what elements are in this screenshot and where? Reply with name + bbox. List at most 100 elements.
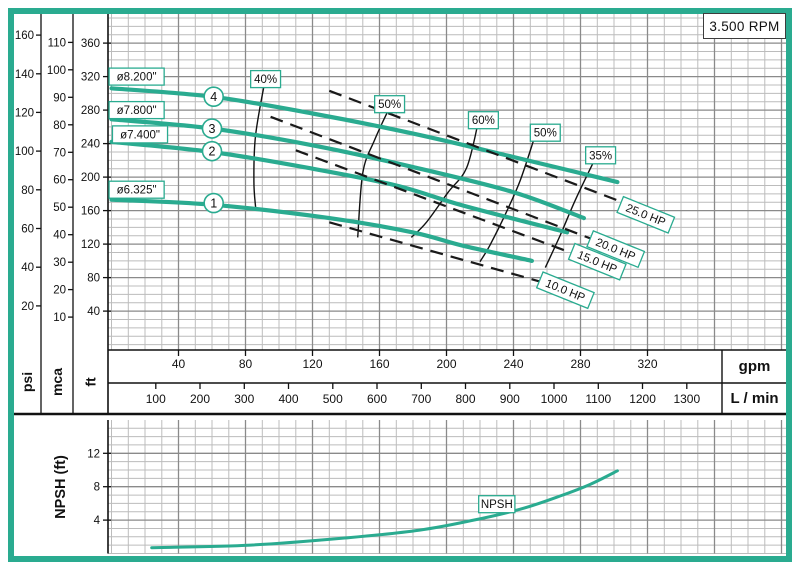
psi-tick-label: 80 xyxy=(21,185,34,197)
mca-tick-label: 80 xyxy=(53,120,66,132)
psi-tick-label: 120 xyxy=(15,107,34,119)
pump-curve-4 xyxy=(109,86,620,185)
impeller-label-4-text: ø8.200" xyxy=(117,72,157,84)
mca-tick-label: 10 xyxy=(53,312,66,324)
mca-tick-label: 100 xyxy=(47,65,66,77)
impeller-label-1: ø6.325" xyxy=(108,180,165,199)
curve-badge-number-2: 2 xyxy=(209,145,216,159)
power-label-150HP-box xyxy=(567,242,627,281)
impeller-label-2-text: ø7.400" xyxy=(120,129,160,141)
lmin-tick-label: 700 xyxy=(411,392,431,406)
efficiency-label-40pct-0-box xyxy=(250,69,282,89)
efficiency-label-35pct-4-box xyxy=(584,146,617,165)
efficiency-label-40pct-0: 40% xyxy=(250,69,282,89)
ft-tick-label: 160 xyxy=(81,206,100,218)
power-line-150HP xyxy=(295,149,591,262)
lmin-tick-label: 300 xyxy=(234,392,254,406)
curve-badge-number-3: 3 xyxy=(209,122,216,136)
psi-unit-label: psi xyxy=(19,371,36,393)
gpm-tick-label: 160 xyxy=(369,357,389,371)
npsh-curve-label-text: NPSH xyxy=(481,499,513,511)
pump-curve-2 xyxy=(109,139,570,235)
lmin-tick-label: 1200 xyxy=(629,392,656,406)
power-label-200HP-box xyxy=(586,230,646,269)
mca-tick-label: 90 xyxy=(53,92,66,104)
mca-tick-label: 50 xyxy=(53,202,66,214)
efficiency-curve-40pct-0 xyxy=(253,77,267,208)
npsh-tick-label: 12 xyxy=(87,448,100,460)
ft-tick-label: 200 xyxy=(81,172,100,184)
curve-badge-3 xyxy=(201,118,223,139)
npsh-tick-label: 4 xyxy=(94,515,101,527)
gpm-tick-label: 320 xyxy=(637,357,657,371)
efficiency-label-50pct-1: 50% xyxy=(374,95,406,114)
efficiency-label-50pct-3-text: 50% xyxy=(534,128,557,140)
lmin-tick-label: 100 xyxy=(146,392,166,406)
impeller-label-1-text: ø6.325" xyxy=(117,185,157,197)
curve-badge-4 xyxy=(203,86,224,107)
gpm-unit-label: gpm xyxy=(738,358,771,375)
npsh-axis-title: NPSH (ft) xyxy=(14,424,108,550)
gpm-tick-label: 280 xyxy=(570,357,590,371)
lmin-tick-label: 800 xyxy=(456,392,476,406)
lmin-tick-label: 1100 xyxy=(585,392,611,406)
mca-tick-label: 40 xyxy=(53,230,66,242)
efficiency-label-50pct-1-text: 50% xyxy=(378,99,401,111)
efficiency-label-60pct-2: 60% xyxy=(467,111,499,130)
efficiency-label-35pct-4-text: 35% xyxy=(589,150,612,162)
ft-unit-label: ft xyxy=(82,377,99,387)
mca-tick-label: 70 xyxy=(53,147,66,159)
y-axis-unit-psi: psi xyxy=(14,350,41,414)
efficiency-label-40pct-0-text: 40% xyxy=(254,74,277,86)
power-line-200HP xyxy=(270,115,608,246)
ft-tick-label: 80 xyxy=(87,273,100,285)
efficiency-curve-60pct-2 xyxy=(410,121,479,238)
pump-curve-1 xyxy=(109,197,534,263)
npsh-ylabel: NPSH (ft) xyxy=(52,455,69,519)
npsh-curve xyxy=(150,469,619,550)
gpm-tick-label: 200 xyxy=(436,357,456,371)
curve-badge-1 xyxy=(203,192,224,214)
ft-tick-label: 320 xyxy=(81,72,100,84)
ft-tick-label: 40 xyxy=(87,306,100,318)
ft-tick-label: 120 xyxy=(81,239,100,251)
y-axis-unit-ft: ft xyxy=(73,350,108,414)
psi-tick-label: 20 xyxy=(21,301,34,313)
ft-tick-label: 280 xyxy=(81,105,100,117)
psi-tick-label: 60 xyxy=(21,224,34,236)
curve-badge-2 xyxy=(201,140,223,162)
gpm-tick-label: 240 xyxy=(503,357,523,371)
impeller-label-3-text: ø7.800" xyxy=(117,105,157,117)
x-axis-unit-gpm: gpm xyxy=(723,351,786,382)
lmin-tick-label: 600 xyxy=(367,392,387,406)
psi-tick-label: 40 xyxy=(21,262,34,274)
gpm-tick-label: 80 xyxy=(239,357,253,371)
lmin-tick-label: 400 xyxy=(278,392,298,406)
power-line-100HP xyxy=(329,221,559,288)
rpm-label-box: 3.500 RPM xyxy=(703,13,786,39)
impeller-label-2: ø7.400" xyxy=(111,125,169,144)
efficiency-label-50pct-3-box xyxy=(529,123,561,142)
power-label-100HP-box xyxy=(535,271,595,310)
lmin-tick-label: 1000 xyxy=(541,392,568,406)
gpm-tick-label: 40 xyxy=(172,357,186,371)
power-label-250HP-box xyxy=(616,195,676,234)
mca-tick-label: 60 xyxy=(53,175,66,187)
rpm-label: 3.500 RPM xyxy=(709,18,780,34)
pump-curve-3 xyxy=(109,117,586,221)
ft-tick-label: 240 xyxy=(81,139,100,151)
impeller-label-4-box xyxy=(108,67,165,86)
lmin-unit-label: L / min xyxy=(730,390,779,407)
impeller-label-2-box xyxy=(111,125,169,144)
lmin-tick-label: 900 xyxy=(500,392,520,406)
lmin-tick-label: 500 xyxy=(323,392,343,406)
gpm-tick-label: 120 xyxy=(302,357,322,371)
curve-badge-number-1: 1 xyxy=(210,197,217,211)
mca-unit-label: mca xyxy=(49,367,65,397)
impeller-label-4: ø8.200" xyxy=(108,67,165,86)
x-axis-unit-lmin: L / min xyxy=(723,384,786,413)
npsh-curve-label: NPSH xyxy=(478,495,516,514)
psi-tick-label: 100 xyxy=(15,146,34,158)
